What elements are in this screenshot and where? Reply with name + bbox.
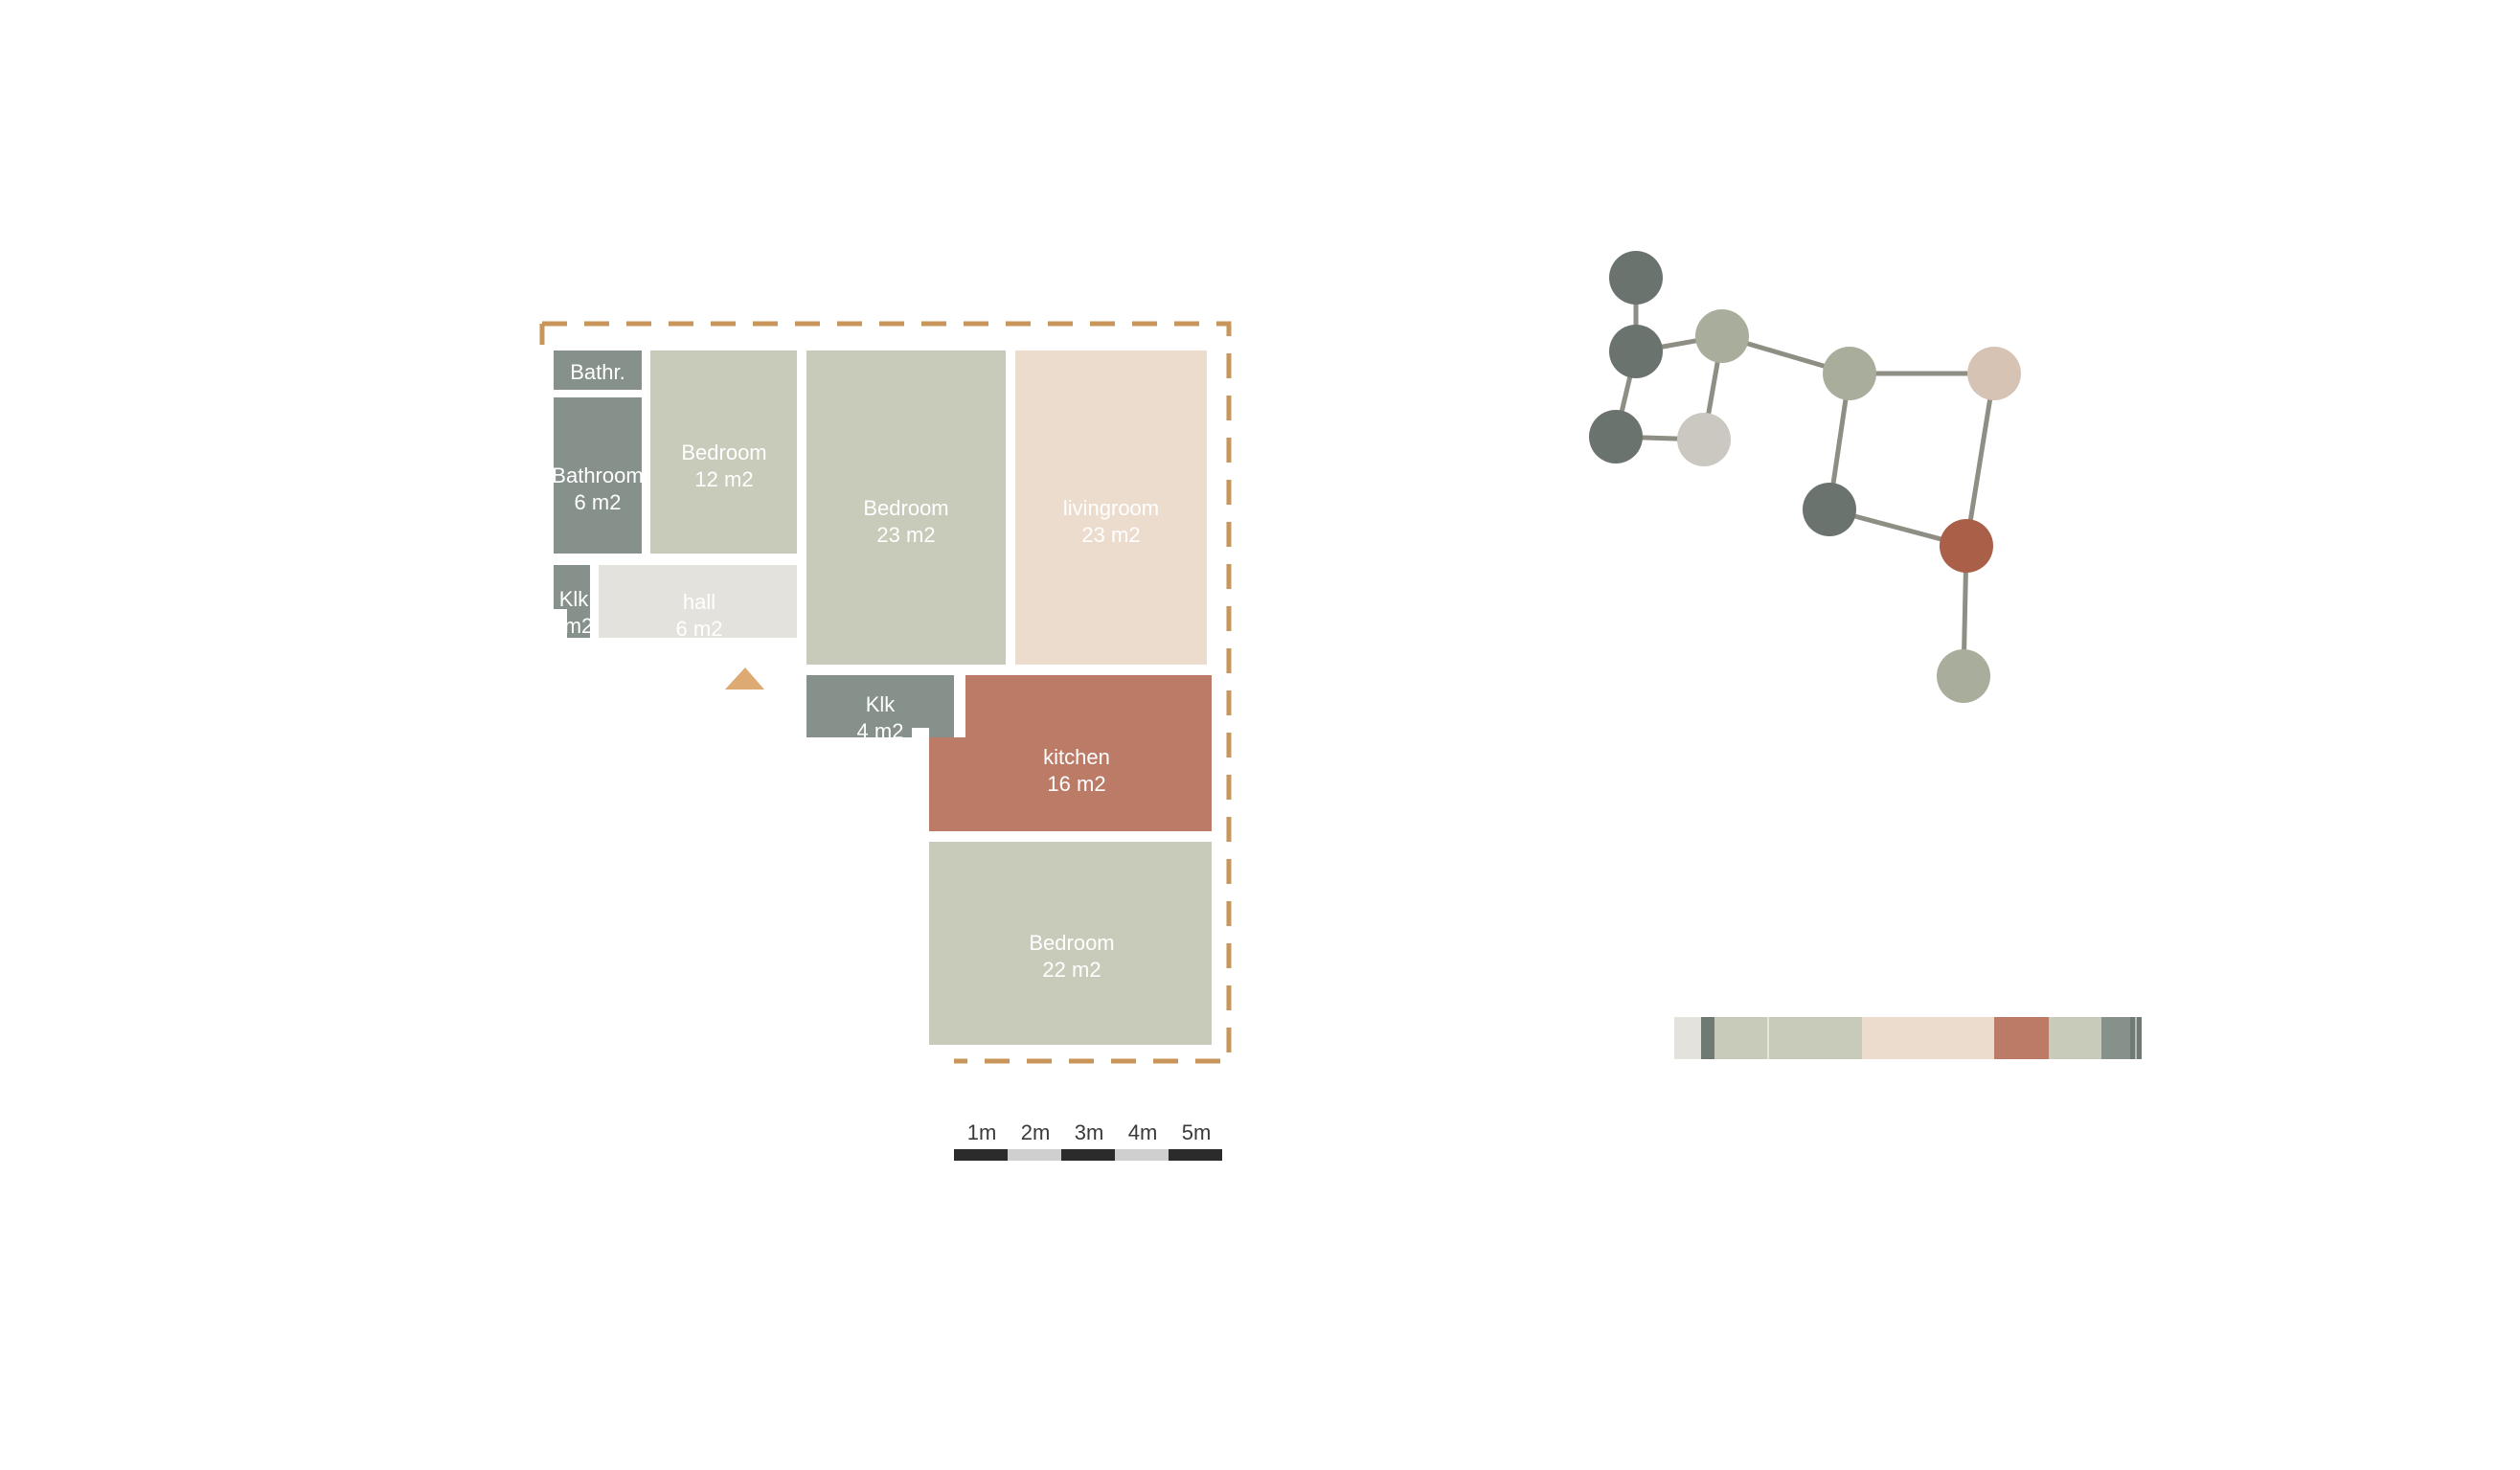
room-klk-small-area: m2	[564, 614, 594, 638]
scale-label-2m: 2m	[1021, 1120, 1051, 1144]
room-klk-4-name: Klk	[866, 692, 897, 716]
scale-segment-5	[1169, 1149, 1222, 1161]
graph-node-bedroom-12	[1695, 309, 1749, 363]
room-bedroom-23: Bedroom 23 m2	[806, 351, 1006, 665]
room-klk-4-area: 4 m2	[857, 719, 904, 743]
area-bar-segment	[1714, 1017, 1768, 1059]
room-bathr-fill	[554, 351, 642, 390]
room-bedroom-12-fill	[650, 351, 797, 554]
area-proportion-bar	[1674, 1017, 2142, 1059]
room-bedroom-23-area: 23 m2	[876, 523, 935, 547]
room-bedroom-12-area: 12 m2	[694, 467, 753, 491]
graph-node-kitchen	[1940, 519, 1993, 573]
scale-label-4m: 4m	[1128, 1120, 1158, 1144]
room-livingroom: livingroom 23 m2	[1015, 351, 1207, 665]
scale-label-5m: 5m	[1182, 1120, 1212, 1144]
graph-nodes	[1589, 251, 2021, 703]
room-hall-name: hall	[683, 590, 715, 614]
room-bedroom-22-name: Bedroom	[1029, 931, 1114, 955]
graph-edge	[1964, 373, 1997, 547]
graph-node-bathr	[1609, 251, 1663, 305]
room-klk-4: Klk 4 m2	[806, 675, 954, 743]
room-bathroom-fill	[554, 397, 642, 554]
room-bedroom-23-name: Bedroom	[863, 496, 948, 520]
room-klk-4-fill	[806, 675, 954, 737]
graph-node-klk-small	[1589, 410, 1643, 464]
area-bar-segment	[1768, 1017, 1862, 1059]
scale-label-3m: 3m	[1075, 1120, 1104, 1144]
adjacency-graph	[1613, 278, 1997, 677]
room-bedroom-12: Bedroom 12 m2	[650, 351, 797, 554]
area-bar-segment	[1674, 1017, 1701, 1059]
room-livingroom-area: 23 m2	[1081, 523, 1140, 547]
bathr-divider	[546, 390, 651, 397]
klk-kitchen-gap	[912, 728, 929, 749]
graph-node-bathroom	[1609, 325, 1663, 378]
room-bathr-overlap	[554, 351, 642, 390]
room-bedroom-22-area: 22 m2	[1042, 958, 1101, 982]
room-klk-small: Klk m2	[554, 565, 593, 638]
area-bar-segment	[2049, 1017, 2101, 1059]
room-bathroom-name: Bathroom	[552, 464, 643, 487]
scale-bar: 1m 2m 3m 4m 5m	[954, 1120, 1222, 1161]
area-bar-segment	[1862, 1017, 1994, 1059]
boundary-top-line	[542, 321, 1232, 1064]
room-bedroom-12-name: Bedroom	[681, 441, 766, 464]
room-bathr-name: Bathr.	[570, 360, 624, 384]
room-livingroom-name: livingroom	[1063, 496, 1159, 520]
room-klk-small-name: Klk	[559, 587, 590, 611]
graph-node-livingroom	[1967, 347, 2021, 400]
room-bedroom-22-fill	[929, 842, 1212, 1045]
area-bar-segment	[2101, 1017, 2130, 1059]
graph-node-hall	[1677, 413, 1731, 466]
area-bar-segment	[1701, 1017, 1714, 1059]
graph-node-bedroom-22	[1937, 649, 1990, 703]
room-livingroom-fill	[1015, 351, 1207, 665]
room-bathroom: Bathroom 6 m2	[552, 397, 644, 554]
scale-segment-3	[1061, 1149, 1115, 1161]
site-boundary	[539, 321, 1232, 1064]
room-hall-area: 6 m2	[676, 617, 723, 641]
scale-segment-4	[1115, 1149, 1169, 1161]
room-hall-fill	[599, 565, 797, 638]
room-bathroom-area: 6 m2	[575, 490, 622, 514]
room-hall: hall 6 m2	[599, 565, 797, 641]
room-bedroom-22: Bedroom 22 m2	[929, 842, 1212, 1045]
hall-bottom-cut	[594, 638, 805, 651]
scale-segment-2	[1008, 1149, 1061, 1161]
room-bedroom-23-fill	[806, 351, 1006, 665]
room-kitchen-area: 16 m2	[1047, 772, 1105, 796]
scale-label-1m: 1m	[967, 1120, 997, 1144]
scale-segment-1	[954, 1149, 1008, 1161]
entrance-marker	[725, 667, 764, 690]
room-kitchen-name: kitchen	[1043, 745, 1110, 769]
graph-node-bedroom-23	[1823, 347, 1876, 400]
area-bar-segment	[1994, 1017, 2049, 1059]
room-kitchen-fill	[929, 675, 1212, 831]
room-kitchen: kitchen 16 m2	[929, 675, 1212, 831]
graph-node-klk-4	[1803, 483, 1856, 536]
klk-small-notch	[548, 609, 567, 642]
